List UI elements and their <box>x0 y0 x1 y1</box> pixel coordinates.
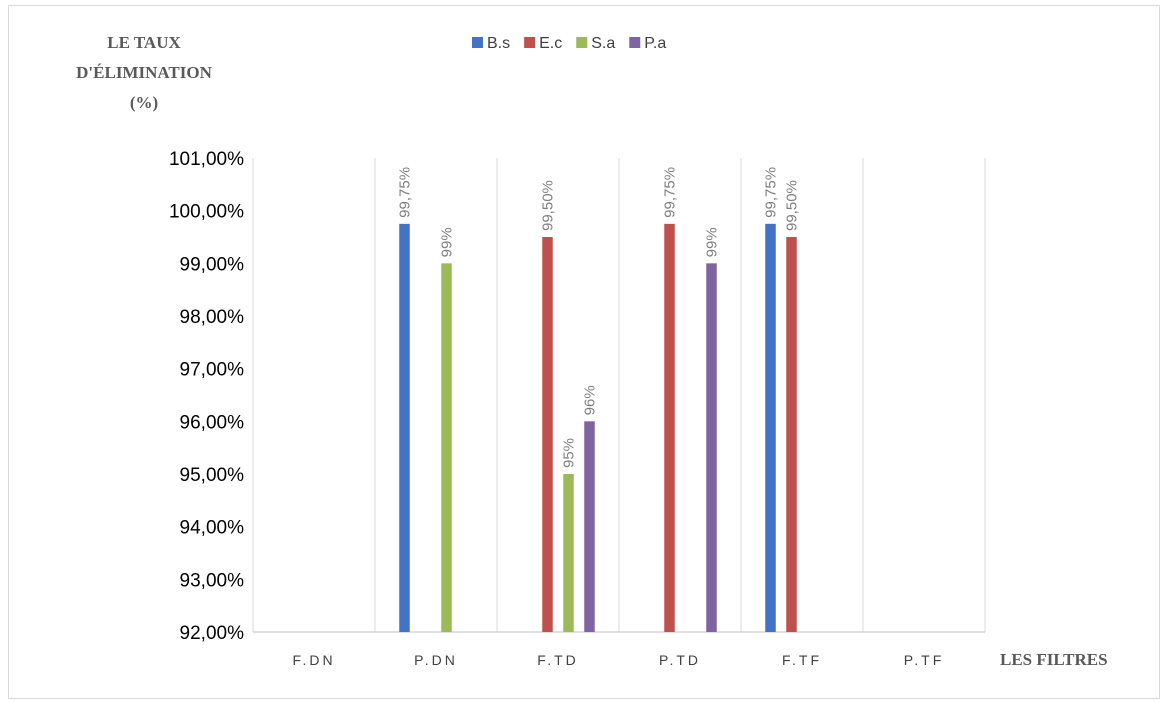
data-label: 99,75% <box>397 167 414 218</box>
y-tick-label: 94,00% <box>180 518 245 539</box>
x-axis-title: LES FILTRES <box>1000 650 1108 669</box>
data-label: 99,50% <box>540 180 557 231</box>
legend-label-ec: E.c <box>539 35 562 52</box>
y-axis-title-line-2: D'ÉLIMINATION <box>76 63 212 82</box>
data-label: 99,50% <box>784 180 801 231</box>
legend-swatch-pa <box>629 37 641 48</box>
bar-ec-ftd <box>542 237 553 632</box>
legend-swatch-bs <box>472 37 483 48</box>
data-label: 95% <box>561 438 578 468</box>
x-tick-label-f-td: F.TD <box>537 652 579 668</box>
y-tick-label: 96,00% <box>180 412 245 433</box>
data-label: 96% <box>582 385 599 415</box>
bar-sa-pdn <box>441 263 452 632</box>
x-tick-label-p-td: P.TD <box>659 652 701 668</box>
bar-bs-ftf <box>765 223 776 633</box>
bar-ec-ftf <box>786 237 797 632</box>
y-axis-title-line-1: LE TAUX <box>107 33 181 52</box>
y-tick-label: 93,00% <box>180 570 245 591</box>
chart-frame <box>8 5 1160 699</box>
y-tick-label: 99,00% <box>180 254 245 275</box>
data-label: 99,75% <box>662 167 679 218</box>
x-tick-label-f-dn: F.DN <box>292 652 335 668</box>
data-label: 99,75% <box>763 167 780 218</box>
bar-sa-ftd <box>563 474 574 632</box>
y-tick-label: 100,00% <box>169 202 244 223</box>
x-tick-label-p-tf: P.TF <box>904 652 945 668</box>
y-axis-title-line-3: (%) <box>129 93 159 112</box>
bar-ec-ptd <box>664 223 675 633</box>
y-tick-label: 95,00% <box>180 465 245 486</box>
legend-label-sa: S.a <box>591 35 615 52</box>
bar-pa-ptd <box>706 263 717 632</box>
legend-label-pa: P.a <box>644 35 666 52</box>
y-tick-label: 92,00% <box>180 623 245 644</box>
x-tick-label-p-dn: P.DN <box>414 652 458 668</box>
data-label: 99% <box>704 227 721 257</box>
y-tick-label: 98,00% <box>180 307 245 328</box>
x-tick-label-f-tf: F.TF <box>782 652 822 668</box>
data-label: 99% <box>439 227 456 257</box>
y-tick-label: 97,00% <box>180 360 245 381</box>
bar-pa-ftd <box>584 421 595 632</box>
y-axis-title: LE TAUX D'ÉLIMINATION (%) <box>44 28 244 118</box>
legend-swatch-ec <box>524 37 536 48</box>
y-tick-label: 101,00% <box>169 149 244 170</box>
legend-swatch-sa <box>576 37 588 48</box>
bar-bs-pdn <box>399 223 410 633</box>
legend-label-bs: B.s <box>487 35 510 52</box>
